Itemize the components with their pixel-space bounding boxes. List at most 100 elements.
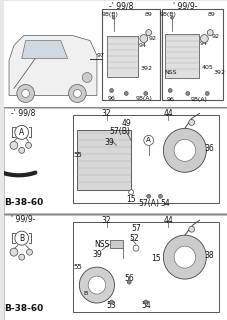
Text: 55: 55 xyxy=(73,264,82,270)
Text: 49: 49 xyxy=(121,119,131,128)
Text: B-38-60: B-38-60 xyxy=(4,304,43,313)
Text: 57(B): 57(B) xyxy=(109,127,129,136)
Circle shape xyxy=(15,231,28,245)
Circle shape xyxy=(73,90,81,98)
Circle shape xyxy=(200,35,207,43)
Circle shape xyxy=(143,92,147,95)
Circle shape xyxy=(127,280,131,284)
Text: 39: 39 xyxy=(92,250,101,259)
Circle shape xyxy=(124,92,128,95)
Text: 92: 92 xyxy=(148,36,156,41)
Circle shape xyxy=(10,141,18,149)
Circle shape xyxy=(109,300,113,304)
Text: B: B xyxy=(19,234,24,243)
Circle shape xyxy=(188,226,194,232)
Circle shape xyxy=(146,194,150,198)
Bar xyxy=(162,9,222,100)
Text: 96: 96 xyxy=(107,96,115,101)
Bar xyxy=(165,34,199,78)
Text: 44: 44 xyxy=(163,109,172,118)
Text: 32: 32 xyxy=(101,216,111,225)
Bar xyxy=(77,130,131,190)
Text: 32: 32 xyxy=(101,109,111,118)
Text: 96: 96 xyxy=(165,97,173,102)
Circle shape xyxy=(19,147,25,153)
Bar xyxy=(109,240,123,248)
Text: 98(A): 98(A) xyxy=(190,97,206,102)
Circle shape xyxy=(170,16,173,19)
Text: 39: 39 xyxy=(104,138,114,147)
Text: 392: 392 xyxy=(140,66,152,71)
Circle shape xyxy=(19,254,25,260)
Bar xyxy=(80,70,95,85)
Polygon shape xyxy=(9,36,96,95)
Circle shape xyxy=(10,248,18,256)
Circle shape xyxy=(143,300,147,304)
Bar xyxy=(4,108,226,213)
Bar xyxy=(72,116,218,203)
Text: ' 99/9-: ' 99/9- xyxy=(172,1,196,10)
Text: 392: 392 xyxy=(212,70,224,75)
Circle shape xyxy=(79,267,114,303)
Bar xyxy=(106,36,137,77)
Circle shape xyxy=(168,88,171,92)
Text: 57(A): 57(A) xyxy=(138,199,158,208)
Text: 56: 56 xyxy=(124,274,133,283)
Text: -' 99/8: -' 99/8 xyxy=(11,109,36,118)
Text: 89: 89 xyxy=(206,12,214,17)
Text: -' 99/8: -' 99/8 xyxy=(109,1,133,10)
Circle shape xyxy=(82,73,92,83)
Text: 98(B): 98(B) xyxy=(101,12,118,17)
Text: 92: 92 xyxy=(210,34,218,39)
Circle shape xyxy=(205,92,208,95)
Circle shape xyxy=(206,29,212,36)
Bar xyxy=(4,215,226,320)
Circle shape xyxy=(163,235,205,279)
Circle shape xyxy=(163,128,205,172)
Text: 38: 38 xyxy=(204,251,213,260)
Text: 55: 55 xyxy=(73,152,82,158)
Text: 53: 53 xyxy=(106,300,116,309)
Text: 15: 15 xyxy=(126,195,135,204)
Text: 94: 94 xyxy=(199,41,207,46)
Circle shape xyxy=(185,92,189,95)
Circle shape xyxy=(27,249,32,255)
Circle shape xyxy=(143,135,153,145)
Circle shape xyxy=(17,84,34,102)
Text: B: B xyxy=(83,291,87,296)
Text: 98(B): 98(B) xyxy=(159,12,176,17)
Circle shape xyxy=(68,84,86,102)
Text: 52: 52 xyxy=(129,234,138,243)
Text: ' 99/9-: ' 99/9- xyxy=(11,215,36,224)
Text: NSS: NSS xyxy=(94,240,109,249)
Circle shape xyxy=(158,194,162,198)
Bar xyxy=(72,222,218,312)
Circle shape xyxy=(133,245,138,251)
Text: 94: 94 xyxy=(138,43,146,48)
Text: NSS: NSS xyxy=(164,70,176,75)
Circle shape xyxy=(109,88,113,92)
Circle shape xyxy=(145,29,151,36)
Circle shape xyxy=(22,90,29,98)
Text: 98(A): 98(A) xyxy=(135,96,152,101)
Polygon shape xyxy=(22,41,67,59)
Circle shape xyxy=(139,35,147,43)
Circle shape xyxy=(173,140,195,161)
Text: A: A xyxy=(19,128,24,137)
Bar xyxy=(101,9,160,100)
Text: 97: 97 xyxy=(96,53,104,58)
Text: 89: 89 xyxy=(144,12,152,17)
Text: 44: 44 xyxy=(163,216,172,225)
Text: 57: 57 xyxy=(131,224,140,233)
Text: 15: 15 xyxy=(150,254,160,263)
Text: A: A xyxy=(146,137,151,143)
Text: 36: 36 xyxy=(203,144,213,153)
Text: 54: 54 xyxy=(160,199,169,208)
Circle shape xyxy=(88,276,105,294)
Circle shape xyxy=(112,16,114,19)
Text: 54: 54 xyxy=(140,300,150,309)
Text: B-38-60: B-38-60 xyxy=(4,198,43,207)
Text: 405: 405 xyxy=(201,65,212,70)
Circle shape xyxy=(15,125,28,140)
Circle shape xyxy=(173,246,195,268)
